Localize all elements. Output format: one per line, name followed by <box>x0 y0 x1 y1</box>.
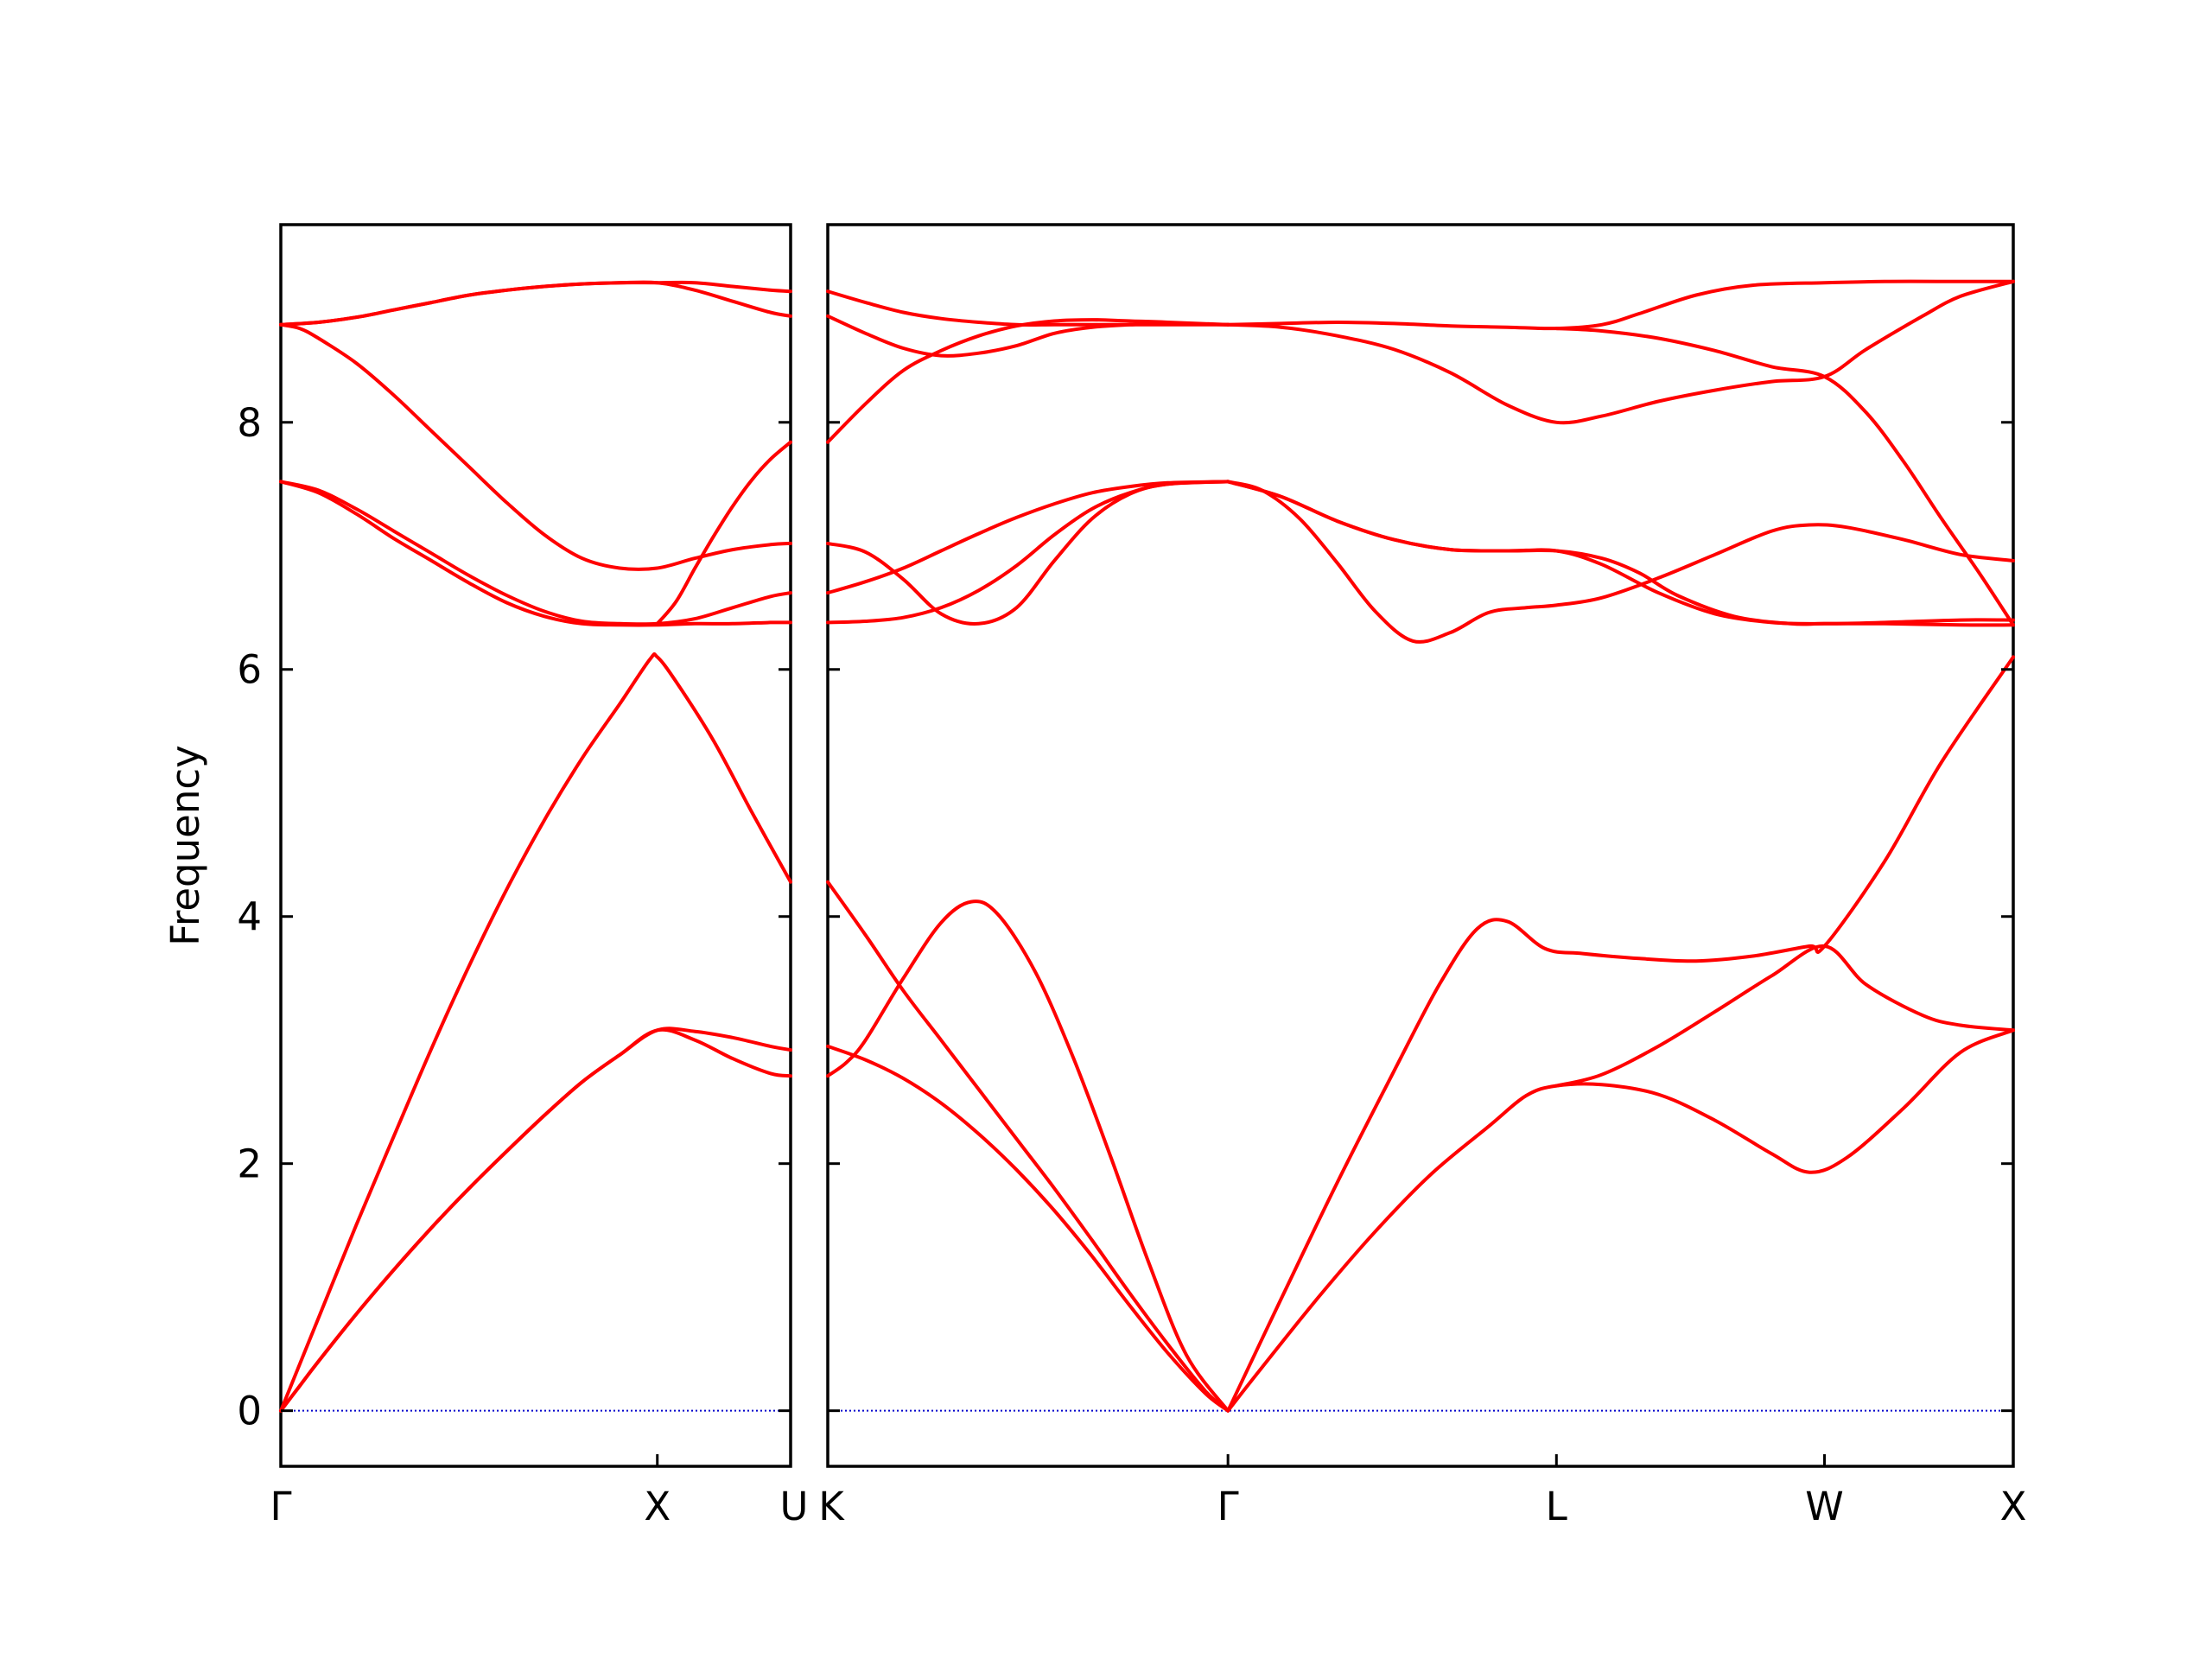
left-band-5 <box>279 480 792 627</box>
right-band-15 <box>826 318 1230 444</box>
left-panel-frame <box>279 223 792 1468</box>
left-y-ticks-group <box>281 421 791 1413</box>
y-axis-label: Frequency <box>162 745 208 945</box>
left-band-3 <box>279 652 792 1413</box>
right-band-6 <box>1554 944 2015 1088</box>
right-band-10 <box>1226 480 2015 644</box>
right-band-1 <box>826 1044 1230 1413</box>
right-band-18 <box>1554 327 2015 627</box>
y-tick-label-4: 4 <box>237 894 262 940</box>
right-band-8 <box>826 480 1230 595</box>
right-y-ticks-group <box>828 421 2013 1413</box>
left-band-2 <box>279 1027 792 1413</box>
left-bands-group <box>279 280 792 1413</box>
right-bands-group <box>826 279 2015 1413</box>
right-k-label-5: X <box>2000 1484 2027 1529</box>
left-band-8 <box>279 280 792 327</box>
left-band-9 <box>655 440 792 626</box>
right-band-7 <box>826 480 1230 625</box>
right-k-label-3: L <box>1546 1484 1567 1529</box>
y-tick-labels-group: 0 2 4 6 8 <box>237 400 262 1434</box>
right-band-12 <box>1226 480 2015 627</box>
right-band-4 <box>1226 1028 2015 1413</box>
right-k-label-2: Γ <box>1217 1484 1239 1529</box>
y-tick-label-0: 0 <box>237 1389 262 1434</box>
right-panel-frame <box>826 223 2015 1468</box>
y-tick-label-6: 6 <box>237 647 262 693</box>
right-band-3 <box>826 899 1230 1413</box>
left-band-6 <box>279 322 792 571</box>
left-k-label-1: Γ <box>270 1484 291 1529</box>
left-band-4 <box>279 480 792 626</box>
y-tick-label-2: 2 <box>237 1141 262 1187</box>
right-band-14 <box>826 314 1230 358</box>
right-k-label-1: K <box>818 1484 845 1529</box>
right-band-9 <box>826 480 1230 626</box>
left-k-label-2: X <box>644 1484 671 1529</box>
y-tick-label-8: 8 <box>237 400 262 446</box>
right-band-11 <box>1226 480 2015 626</box>
left-k-label-3: U <box>780 1484 809 1529</box>
right-band-16 <box>1226 279 2015 331</box>
right-band-17 <box>1226 279 2015 425</box>
right-band-13 <box>826 289 1230 327</box>
right-band-5 <box>1226 655 2015 1413</box>
right-k-label-4: W <box>1805 1484 1844 1529</box>
